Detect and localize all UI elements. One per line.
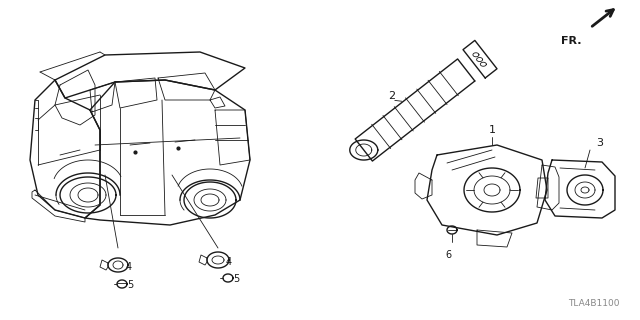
Text: 5: 5 (233, 274, 239, 284)
Text: FR.: FR. (561, 36, 582, 46)
Text: 3: 3 (596, 138, 604, 148)
Text: 1: 1 (488, 125, 495, 135)
Text: 6: 6 (445, 250, 451, 260)
Text: 4: 4 (226, 257, 232, 267)
Text: TLA4B1100: TLA4B1100 (568, 299, 620, 308)
Text: 4: 4 (126, 262, 132, 272)
Text: 5: 5 (127, 280, 133, 290)
Text: 2: 2 (388, 92, 396, 101)
